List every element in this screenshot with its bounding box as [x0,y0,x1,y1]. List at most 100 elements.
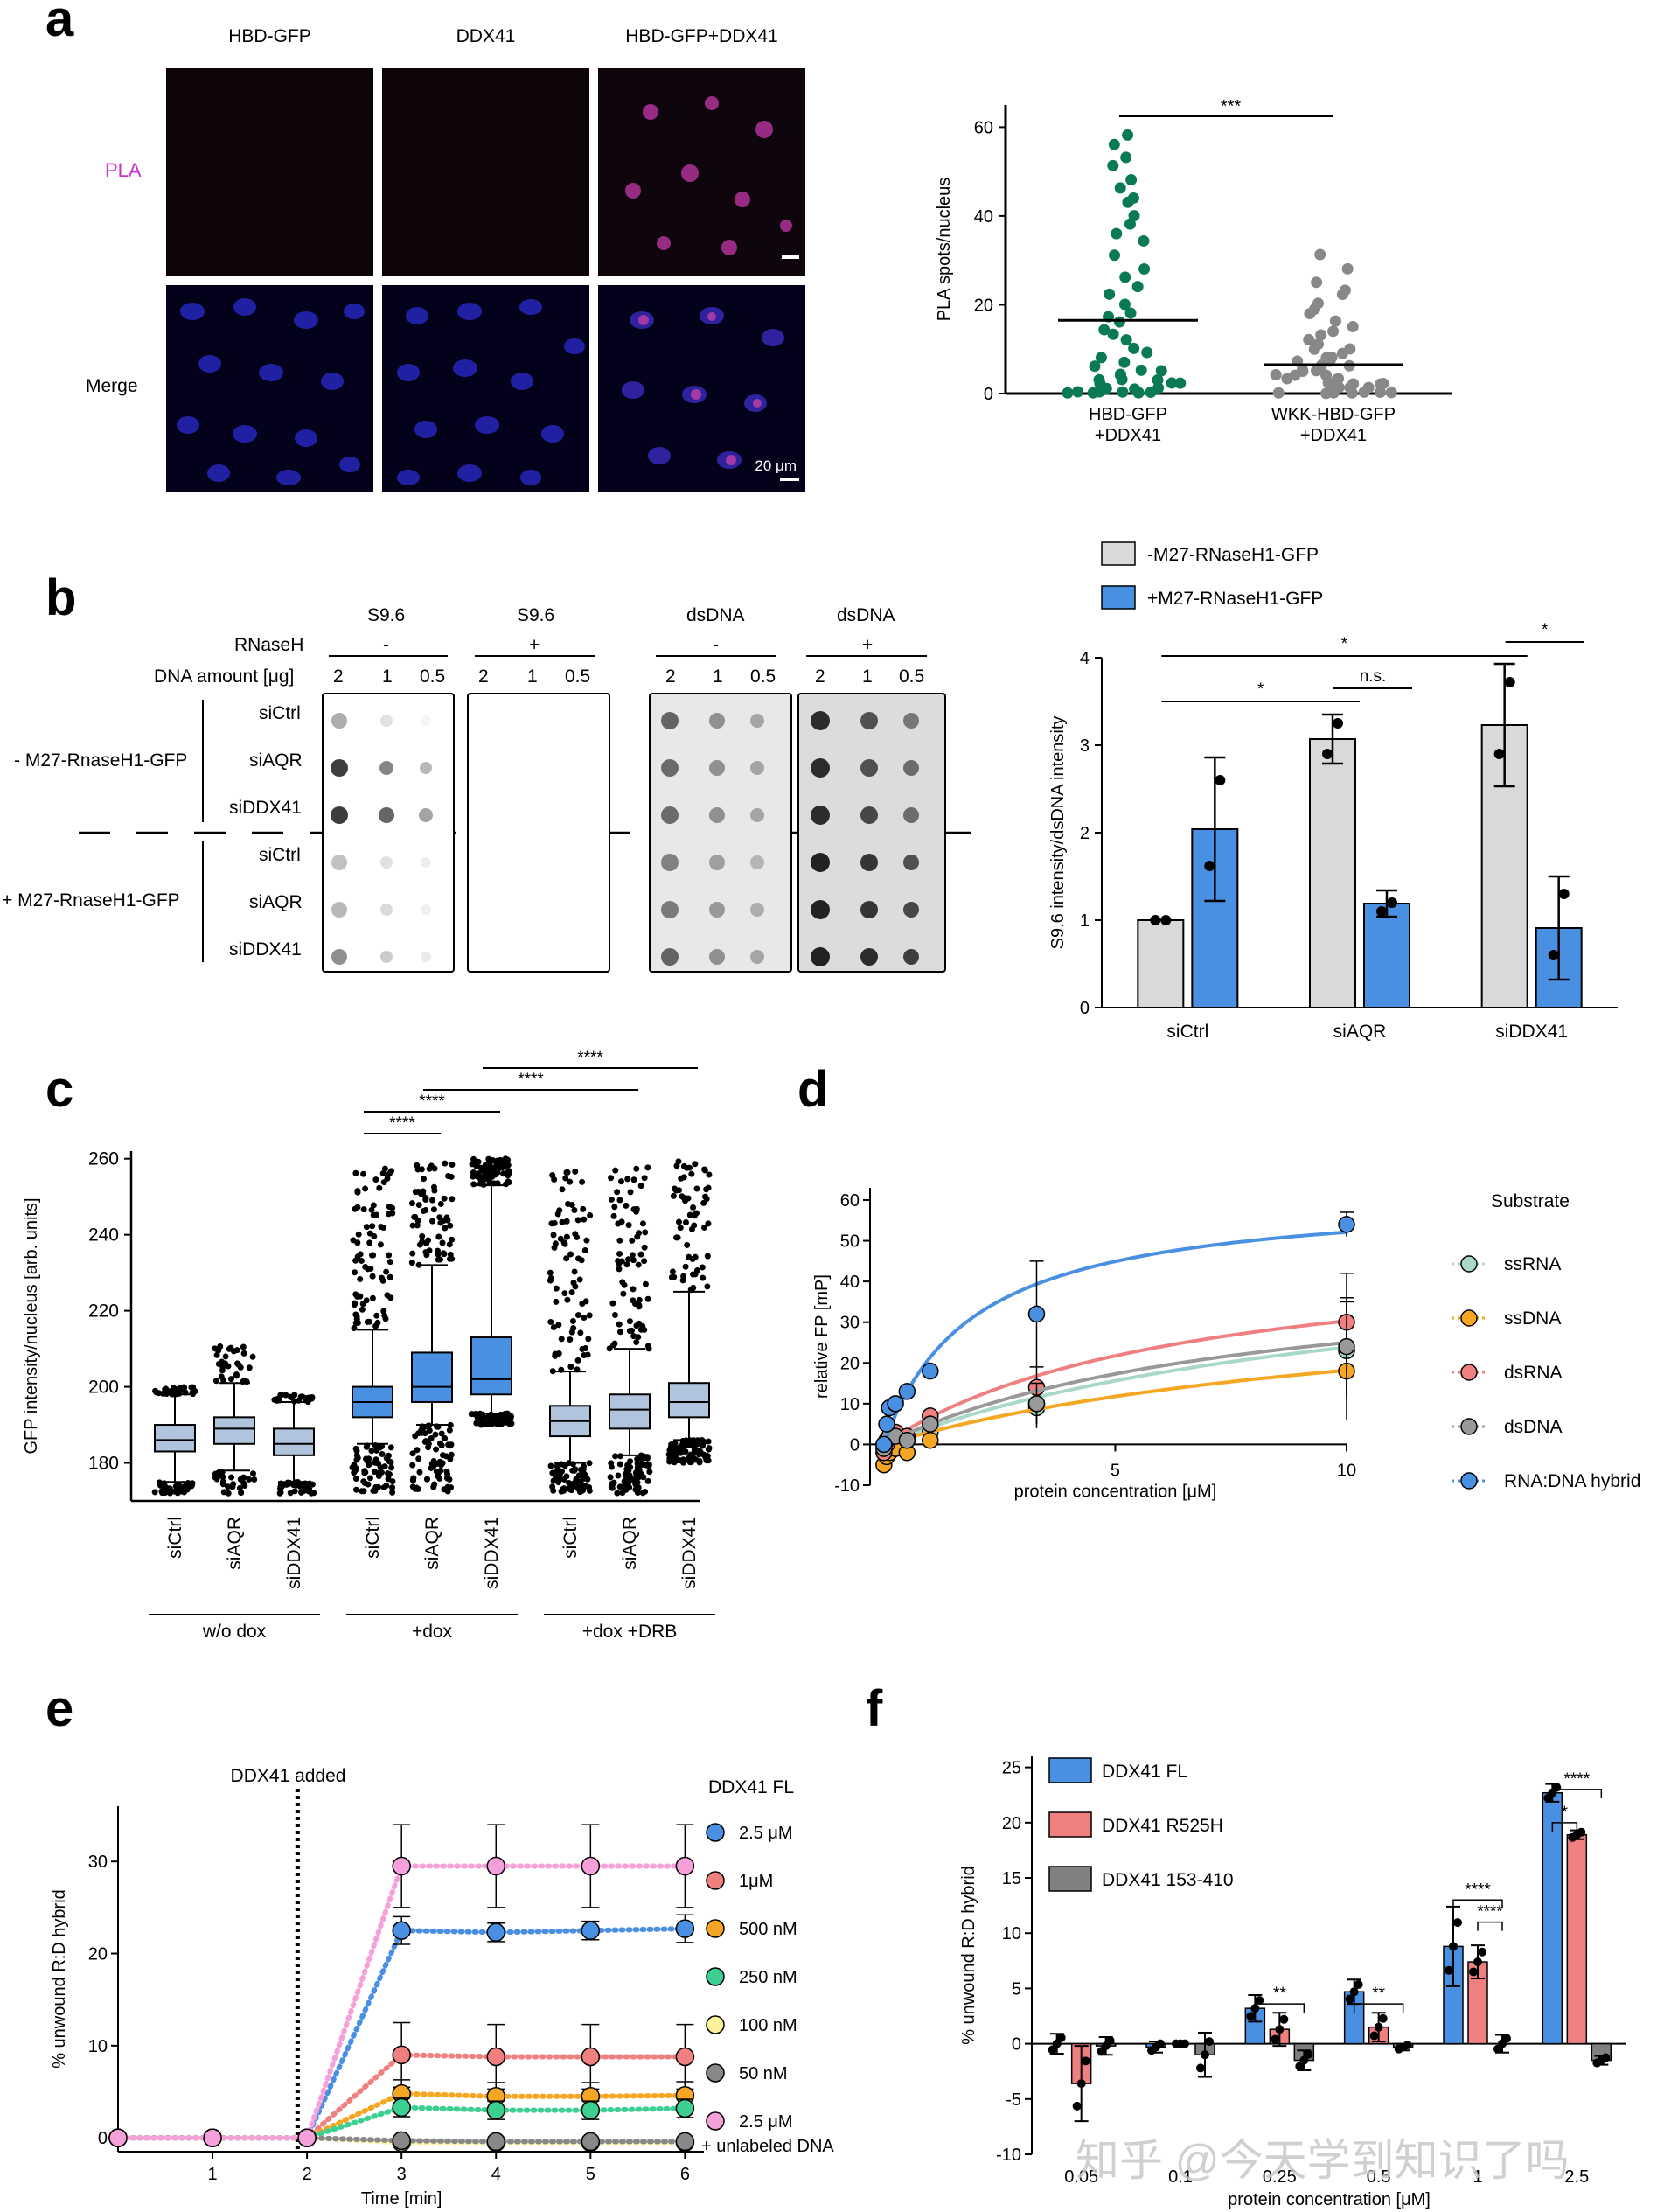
outlier-point [564,1200,571,1207]
outlier-point [366,1230,373,1237]
outlier-point [626,1472,633,1479]
box [470,1336,512,1396]
x-tick-label: siAQR [422,1517,442,1570]
outlier-point [368,1206,375,1213]
outlier-point [612,1167,619,1174]
outlier-point [372,1459,379,1466]
blot-dsdna-minus [649,693,792,973]
outlier-point [561,1290,568,1297]
y-tick-label: 20 [1002,1814,1021,1833]
data-point [1345,1994,1354,2004]
outlier-point [630,1286,637,1293]
data-point [1246,2012,1256,2021]
row-label-pla: PLA [105,159,142,181]
x-tick-label: 0.05 [1064,2167,1098,2187]
outlier-point [352,1169,359,1176]
data-point [1072,2101,1082,2111]
group-label-minus-m27: - M27-RnaseH1-GFP [14,750,188,771]
outlier-point [363,1443,370,1450]
outlier-point [304,1481,311,1488]
y-tick-label: 20 [974,296,993,315]
outlier-point [635,1261,642,1268]
outlier-point [151,1489,158,1496]
outlier-point [626,1484,633,1491]
dna-amount: 1 [862,666,873,687]
legend-label: 2.5 μM [739,2112,793,2132]
outlier-point [428,1197,435,1204]
x-tick-label: siCtrl [1166,1022,1208,1042]
outlier-point [634,1233,641,1240]
outlier-point [277,1483,284,1490]
significance-label: * [1341,635,1348,653]
outlier-point [608,1460,615,1467]
outlier-point [351,1325,358,1332]
outlier-point [437,1256,444,1263]
outlier-point [641,1244,648,1251]
outlier-point [580,1472,587,1479]
data-point [1323,386,1335,398]
data-point [297,2128,317,2147]
outlier-point [468,1411,475,1418]
outlier-point [700,1224,707,1231]
outlier-point [475,1158,482,1165]
x-tick-label: 6 [680,2165,690,2184]
outlier-point [571,1206,578,1213]
row-label-sictrl: siCtrl [259,703,301,723]
blot-s96-minus [322,693,455,973]
outlier-point [583,1237,590,1244]
outlier-point [688,1225,695,1232]
outlier-point [676,1457,683,1464]
outlier-point [414,1447,421,1454]
dna-amount: 0.5 [899,666,925,687]
y-axis-label: relative FP [mP] [812,1274,832,1399]
y-tick-label: 15 [1002,1869,1021,1888]
y-tick-label: 220 [88,1301,119,1322]
outlier-point [352,1257,359,1264]
x-tick-label: 2.5 [1564,2167,1589,2187]
outlier-point [408,1200,415,1207]
data-point [922,1432,939,1449]
y-tick-label: 0 [98,2129,108,2148]
data-point [898,1383,916,1400]
outlier-point [617,1178,624,1185]
data-point [1205,2037,1214,2047]
outlier-point [568,1329,575,1336]
data-point [1502,2034,1511,2043]
y-tick-label: 0 [1012,2035,1021,2055]
legend-title: DDX41 FL [708,1777,794,1797]
blot-s96-plus [467,693,610,973]
outlier-point [644,1164,651,1171]
group-label: w/o dox [202,1622,267,1642]
data-point [1119,271,1131,283]
outlier-point [377,1241,384,1248]
outlier-point [687,1451,694,1458]
outlier-point [690,1204,697,1211]
outlier-point [637,1251,644,1258]
outlier-point [620,1483,627,1490]
data-point [1271,2034,1280,2044]
data-point [581,1856,601,1876]
outlier-point [696,1459,703,1466]
outlier-point [428,1464,435,1471]
outlier-point [549,1172,556,1179]
y-tick-label: 240 [88,1225,119,1246]
outlier-point [671,1185,678,1192]
outlier-point [416,1469,423,1476]
outlier-point [416,1241,423,1248]
rnaseh-plus-1: + [529,635,540,655]
outlier-point [680,1273,687,1280]
outlier-point [496,1420,503,1427]
fit-curve [885,1368,1347,1446]
data-point [898,1432,916,1449]
outlier-point [286,1479,293,1486]
outlier-point [386,1471,393,1478]
data-point [1322,749,1333,759]
panel-label-f: f [866,1680,883,1737]
data-point [1098,324,1111,336]
outlier-point [386,1458,393,1465]
outlier-point [673,1162,680,1169]
outlier-point [562,1175,569,1182]
outlier-point [586,1312,593,1319]
data-point [1122,129,1134,141]
outlier-point [354,1188,361,1195]
